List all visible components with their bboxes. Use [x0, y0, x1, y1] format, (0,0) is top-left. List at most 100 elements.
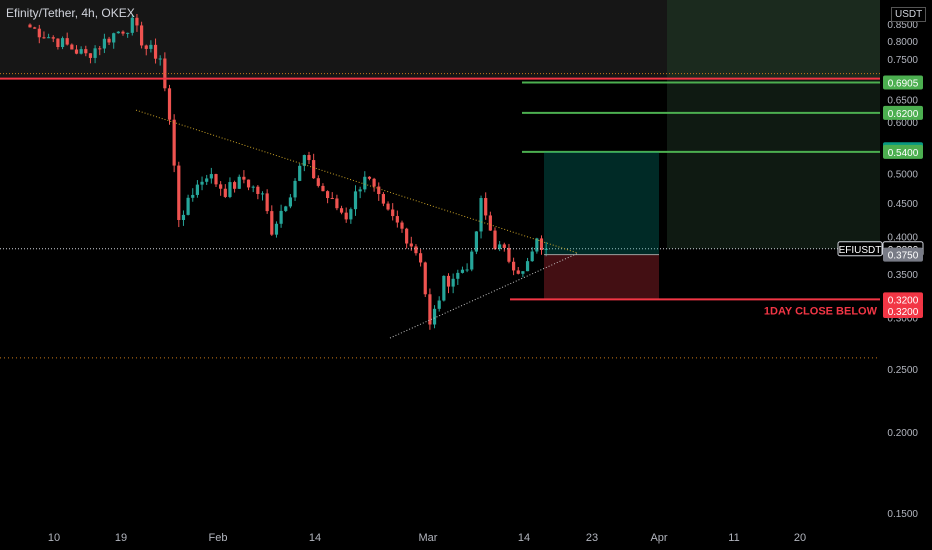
candle-body	[414, 246, 418, 254]
candle-body	[409, 243, 413, 247]
price-tag-label: 0.3200	[888, 295, 919, 306]
candle-body	[186, 197, 190, 215]
candle-body	[270, 211, 274, 235]
candle-body	[177, 165, 181, 220]
price-tag-label: 0.3750	[888, 251, 919, 262]
candle-body	[102, 38, 106, 49]
candle-body	[419, 253, 423, 263]
candle-body	[33, 27, 37, 29]
candle-body	[209, 174, 213, 179]
price-tag-label: 0.6905	[888, 79, 919, 90]
candle-body	[307, 155, 311, 161]
candle-body	[219, 184, 223, 189]
candle-body	[395, 216, 399, 223]
candle-body	[400, 222, 404, 229]
candle-body	[391, 209, 395, 217]
chart-title: Efinity/Tether, 4h, OKEX	[6, 6, 135, 20]
triangle-lower-line	[389, 252, 579, 339]
candle-body	[47, 37, 51, 39]
candle-body	[339, 208, 344, 213]
candle-body	[363, 176, 367, 190]
candle-body	[456, 272, 460, 279]
price-tag: 0.3750	[883, 247, 923, 262]
candle-body	[233, 182, 237, 189]
price-tag-bg	[883, 144, 923, 159]
candle-body	[535, 238, 539, 252]
candle-body	[493, 230, 497, 249]
candle-body	[284, 206, 288, 211]
candle-body	[149, 44, 153, 49]
candle-body	[470, 251, 474, 270]
candle-body	[474, 231, 478, 252]
candle-body	[172, 119, 176, 166]
position-profit-zone	[544, 151, 659, 255]
candle-body	[70, 44, 74, 50]
candle-body	[465, 269, 469, 271]
price-tag-bg	[883, 304, 923, 319]
candle-body	[544, 248, 548, 251]
candle-body	[130, 17, 134, 33]
price-tag-label: 0.6200	[888, 109, 919, 120]
candle-body	[167, 88, 172, 120]
y-tick-label: 0.8000	[887, 37, 918, 48]
candle-body	[353, 191, 358, 210]
candle-body	[191, 194, 195, 198]
candle-body	[316, 178, 320, 186]
candle-body	[516, 270, 520, 274]
candle-body	[107, 38, 111, 43]
x-tick-label: 23	[586, 532, 598, 544]
candle-body	[121, 31, 125, 34]
candle-body	[246, 179, 251, 188]
stop-note: 1DAY CLOSE BELOW	[764, 305, 878, 317]
candle-body	[539, 238, 544, 251]
candle-body	[42, 37, 46, 39]
y-tick-label: 0.3000	[887, 314, 918, 325]
candle-body	[507, 247, 511, 262]
candle-body	[163, 58, 167, 89]
x-tick-label: Apr	[650, 532, 667, 544]
candle-body	[432, 308, 437, 325]
candle-body	[223, 188, 227, 197]
candle-body	[372, 178, 376, 187]
y-tick-label: 0.2500	[887, 365, 918, 376]
price-tag-bg	[883, 75, 923, 90]
price-tag: 0.3200	[883, 292, 923, 307]
candle-body	[228, 182, 232, 197]
candle-body	[256, 186, 260, 194]
candle-body	[274, 223, 279, 235]
candle-body	[126, 32, 130, 34]
candle-body	[74, 49, 79, 54]
candle-body	[158, 58, 162, 60]
x-tick-label: 19	[115, 532, 127, 544]
candle-body	[525, 261, 530, 272]
candle-body	[437, 300, 441, 309]
x-tick-label: 11	[728, 532, 739, 544]
x-tick-label: 20	[794, 532, 806, 544]
candle-body	[144, 45, 148, 49]
candle-body	[484, 198, 488, 216]
candle-body	[298, 165, 302, 181]
candle-body	[405, 228, 409, 244]
candle-body	[251, 186, 255, 188]
candle-body	[446, 275, 451, 287]
candle-body	[279, 210, 283, 224]
candle-body	[37, 28, 41, 38]
candle-body	[302, 155, 306, 166]
candle-body	[28, 24, 32, 28]
price-tag: EFIUSDT	[837, 241, 883, 257]
x-tick-label: 14	[518, 532, 530, 544]
candle-body	[293, 180, 297, 198]
candle-body	[79, 49, 83, 54]
candle-body	[423, 262, 427, 295]
candle-body	[512, 261, 516, 271]
y-tick-label: 0.8500	[887, 20, 918, 31]
candle-body	[451, 278, 455, 287]
candle-body	[112, 33, 116, 43]
price-tag: 0.6905	[883, 75, 923, 90]
candle-body	[195, 184, 199, 195]
candle-body	[205, 178, 209, 182]
price-tag-bg	[883, 247, 923, 262]
price-tag: 0.5400	[883, 144, 923, 159]
currency-badge[interactable]: USDT	[891, 7, 927, 22]
